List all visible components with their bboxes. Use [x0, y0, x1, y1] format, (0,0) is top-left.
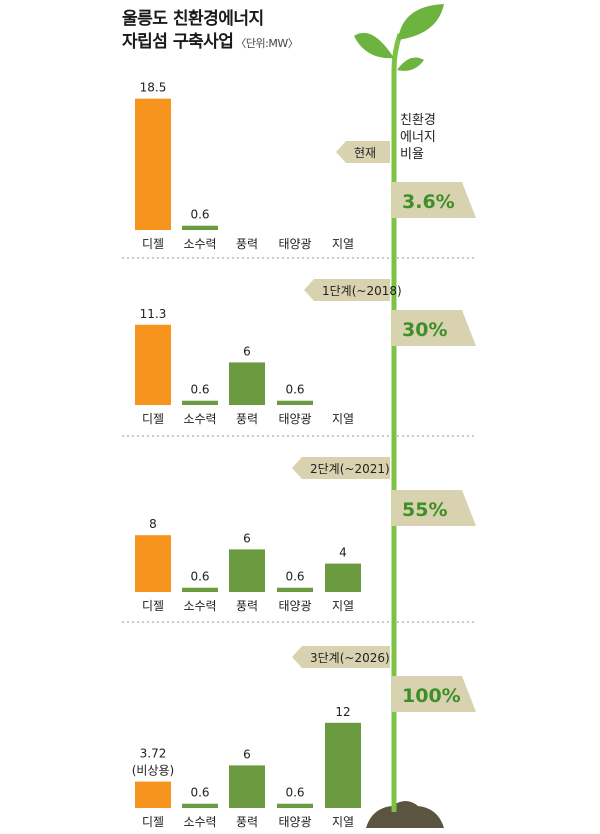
bar-0 [135, 324, 171, 405]
stage-label: 현재 [354, 146, 376, 160]
ratio-value: 55% [402, 499, 447, 521]
category-label: 디젤 [142, 599, 164, 613]
bar-1 [182, 225, 218, 230]
chart-title-line2-text: 자립섬 구축사업 [122, 32, 234, 52]
chart-section-3: 3단계(~2026) 100% 디젤 (비상용) 3.72 소수력 0.6 풍력 6 태양광 0.6… [132, 646, 476, 829]
bar-2 [229, 549, 265, 592]
ratio-banner [392, 490, 476, 526]
ratio-banner [392, 310, 476, 346]
value-label: 0.6 [285, 570, 304, 584]
bar-1 [182, 587, 218, 592]
chart-title-line2: 자립섬 구축사업 〈단위:MW〉 [122, 27, 299, 52]
chart-title-line1: 울릉도 친환경에너지 [122, 9, 264, 29]
value-label: 3.72 [140, 747, 167, 761]
bar-0 [135, 781, 171, 808]
soil-mound [366, 801, 444, 828]
ratio-banner [392, 182, 476, 218]
category-label: 태양광 [278, 599, 311, 613]
category-label: 소수력 [183, 237, 216, 251]
ratio-value: 100% [402, 685, 461, 707]
plant-illustration [354, 4, 444, 828]
unit-label: 〈단위:MW〉 [235, 37, 299, 50]
stage-banner [292, 457, 390, 479]
ratio-value: 3.6% [402, 191, 455, 213]
leaf-right-large [398, 4, 444, 40]
chart-section-2: 2단계(~2021) 55% 디젤 8 소수력 0.6 풍력 6 태양광 0.6 지열 4 [135, 457, 476, 613]
category-label: 태양광 [278, 412, 311, 426]
category-label: 풍력 [236, 599, 258, 613]
category-label: 지열 [332, 412, 354, 426]
ratio-banner [392, 676, 476, 712]
category-label: 지열 [332, 599, 354, 613]
section-dividers [122, 257, 475, 623]
category-label: 태양광 [278, 237, 311, 251]
category-label: 디젤 [142, 815, 164, 829]
chart-section-0: 현재 3.6% 디젤 18.5 소수력 0.6 풍력 태양광 지열 [135, 81, 476, 251]
stage-banner [336, 141, 390, 163]
value-label: 6 [243, 344, 251, 358]
bar-3 [277, 587, 313, 592]
stage-label: 3단계(~2026) [310, 651, 390, 665]
category-label: 지열 [332, 237, 354, 251]
value-label: 0.6 [190, 786, 209, 800]
category-label: 디젤 [142, 237, 164, 251]
value-label: 0.6 [190, 383, 209, 397]
bar-2 [229, 765, 265, 808]
category-label: 디젤 [142, 412, 164, 426]
bar-1 [182, 400, 218, 405]
chart-section-1: 1단계(~2018) 30% 디젤 11.3 소수력 0.6 풍력 6 태양광 0.6 지열 [135, 279, 476, 426]
category-label: 소수력 [183, 599, 216, 613]
value-label: 8 [149, 517, 157, 531]
stage-banner [304, 279, 390, 301]
value-label: 11.3 [140, 307, 167, 321]
bar-4 [325, 563, 361, 592]
category-label: 풍력 [236, 815, 258, 829]
bar-3 [277, 400, 313, 405]
bar-3 [277, 803, 313, 808]
bar-4 [325, 722, 361, 808]
category-label: 소수력 [183, 412, 216, 426]
stage-label: 1단계(~2018) [322, 284, 402, 298]
bar-2 [229, 362, 265, 405]
value-label: 6 [243, 531, 251, 545]
diesel-note: (비상용) [132, 764, 174, 778]
value-label: 0.6 [190, 570, 209, 584]
leaf-right-small [397, 57, 424, 71]
stage-label: 2단계(~2021) [310, 462, 390, 476]
value-label: 6 [243, 747, 251, 761]
value-label: 0.6 [285, 786, 304, 800]
value-label: 0.6 [190, 208, 209, 222]
category-label: 풍력 [236, 237, 258, 251]
stage-banner [292, 646, 390, 668]
bar-0 [135, 98, 171, 231]
value-label: 4 [339, 546, 347, 560]
bar-0 [135, 535, 171, 592]
value-label: 18.5 [140, 81, 167, 95]
category-label: 소수력 [183, 815, 216, 829]
bar-1 [182, 803, 218, 808]
category-label: 태양광 [278, 815, 311, 829]
leaf-left-large [354, 32, 394, 59]
ratio-value: 30% [402, 319, 447, 341]
category-label: 지열 [332, 815, 354, 829]
value-label: 0.6 [285, 383, 304, 397]
eco-energy-ratio-label: 친환경 에너지 비율 [400, 113, 436, 162]
value-label: 12 [335, 705, 350, 719]
category-label: 풍력 [236, 412, 258, 426]
